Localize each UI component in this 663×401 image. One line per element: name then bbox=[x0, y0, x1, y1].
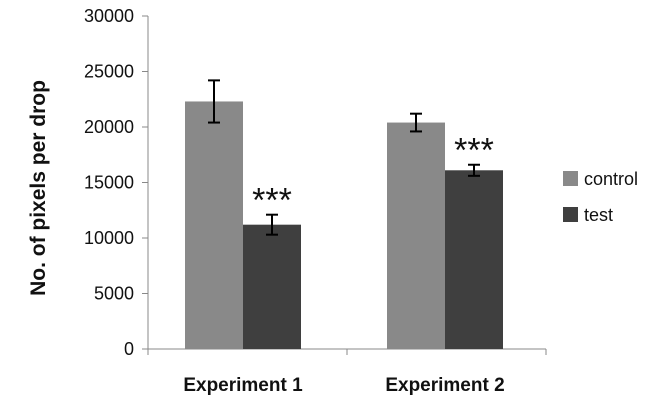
bar-test-2 bbox=[445, 170, 503, 349]
legend-swatch-control bbox=[563, 171, 578, 186]
x-category-label: Experiment 2 bbox=[385, 375, 504, 396]
y-tick-label: 10000 bbox=[84, 228, 134, 248]
y-tick-label: 15000 bbox=[84, 173, 134, 193]
bar-control-1 bbox=[185, 101, 243, 349]
bar-test-1 bbox=[243, 224, 301, 349]
significance-annotation: *** bbox=[252, 182, 292, 220]
x-labels: Experiment 1 Experiment 2 bbox=[147, 349, 547, 396]
y-tick-label: 0 bbox=[124, 339, 134, 359]
bars: *** *** bbox=[185, 79, 503, 349]
legend-label-control: control bbox=[584, 169, 638, 189]
legend-swatch-test bbox=[563, 207, 578, 222]
bar-control-2 bbox=[387, 122, 445, 349]
y-tick-label: 30000 bbox=[84, 6, 134, 26]
legend: control test bbox=[563, 169, 638, 225]
y-tick-label: 20000 bbox=[84, 117, 134, 137]
y-axis-title: No. of pixels per drop bbox=[27, 80, 50, 296]
significance-annotation: *** bbox=[454, 132, 494, 170]
legend-label-test: test bbox=[584, 205, 613, 225]
y-ticks: 0 5000 10000 15000 20000 25000 30000 bbox=[84, 6, 148, 359]
x-category-label: Experiment 1 bbox=[183, 375, 303, 396]
y-tick-label: 5000 bbox=[94, 284, 134, 304]
y-tick-label: 25000 bbox=[84, 62, 134, 82]
